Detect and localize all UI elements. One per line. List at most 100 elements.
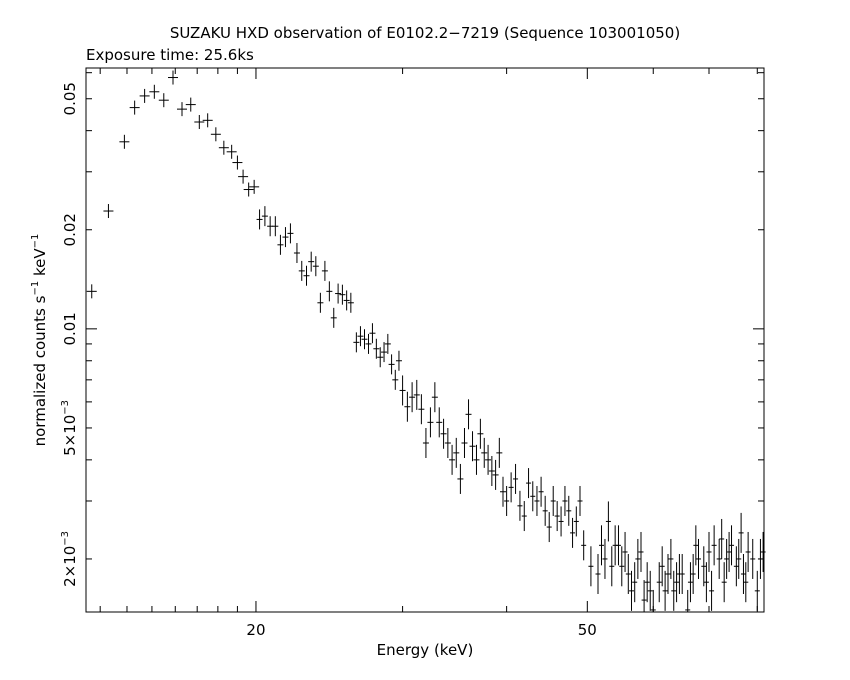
data-point (282, 227, 289, 248)
data-point (650, 589, 656, 612)
data-point (168, 70, 179, 85)
data-point (674, 562, 680, 603)
data-point (457, 463, 464, 494)
data-point (726, 531, 732, 572)
data-point (444, 428, 451, 459)
data-point (440, 418, 447, 449)
data-point (729, 525, 735, 566)
data-point (662, 570, 668, 611)
data-point (609, 546, 615, 587)
data-point (413, 379, 420, 410)
data-point (679, 554, 685, 595)
data-point (321, 260, 328, 281)
data-point (317, 292, 324, 313)
data-point (232, 155, 243, 170)
data-point (671, 570, 677, 611)
data-point (635, 538, 641, 579)
data-point (473, 444, 480, 475)
data-point (693, 525, 699, 566)
data-point (427, 407, 434, 438)
x-axis-label: Energy (keV) (377, 641, 474, 659)
data-point (249, 179, 260, 194)
y-tick-label: 5×10−3 (60, 400, 79, 456)
data-point (599, 525, 605, 566)
data-point (465, 399, 472, 430)
data-point (554, 501, 560, 532)
data-point (238, 169, 249, 184)
data-point (521, 501, 527, 532)
data-point (409, 382, 416, 413)
data-point (326, 281, 333, 302)
y-axis-label-pre: normalized counts s (31, 295, 49, 446)
data-point (210, 127, 221, 142)
y-tick-label: 0.05 (61, 82, 79, 115)
data-point (659, 546, 665, 587)
data-point (194, 114, 205, 129)
data-point (711, 525, 717, 566)
y-tick-label-base: 5×10 (61, 415, 79, 456)
data-point (745, 531, 751, 572)
y-tick-label: 2×10−3 (60, 531, 79, 587)
data-point (272, 216, 279, 237)
data-point (422, 428, 429, 459)
data-point (312, 256, 319, 277)
data-point (581, 530, 587, 561)
data-point (605, 501, 611, 542)
data-point (404, 391, 411, 422)
data-point (647, 570, 653, 611)
y-tick-label-base: 2×10 (61, 546, 79, 587)
data-point (622, 531, 628, 572)
data-point (392, 369, 399, 390)
data-point (488, 455, 495, 486)
y-axis-label-mid: keV (31, 248, 49, 281)
data-point (243, 182, 254, 197)
data-point (508, 472, 514, 503)
data-point (119, 134, 130, 149)
data-point (743, 562, 749, 603)
data-point (595, 554, 601, 595)
data-point (261, 206, 268, 227)
data-point (754, 570, 760, 611)
data-point (308, 251, 315, 272)
data-point (139, 88, 150, 103)
data-point (615, 525, 621, 566)
data-point (703, 562, 709, 603)
data-point (481, 437, 488, 468)
data-point (641, 580, 647, 612)
data-point (226, 144, 237, 159)
data-point (399, 375, 406, 406)
data-point (632, 562, 638, 603)
y-axis-label-sup2: −1 (30, 234, 41, 249)
y-tick-label: 0.01 (61, 312, 79, 345)
data-point (218, 140, 229, 155)
data-point (149, 84, 160, 99)
data-point (687, 562, 693, 603)
x-tick-label: 50 (578, 621, 597, 639)
x-tick-label: 20 (246, 621, 265, 639)
data-point (303, 265, 310, 286)
data-point (534, 485, 540, 516)
data-point (129, 100, 140, 115)
data-point (267, 216, 274, 237)
data-point (477, 418, 484, 449)
data-point (86, 284, 97, 299)
data-point (706, 531, 712, 572)
data-point (499, 476, 506, 507)
data-point (377, 347, 384, 368)
data-point (656, 562, 662, 603)
data-point (721, 562, 727, 603)
data-point (538, 476, 544, 507)
data-point (625, 554, 631, 595)
data-point (736, 538, 742, 579)
data-point (504, 485, 510, 516)
data-point (388, 354, 395, 375)
data-point (339, 284, 346, 305)
data-point (701, 546, 707, 587)
data-point (381, 342, 388, 363)
chart-subtitle: Exposure time: 25.6ks (86, 46, 254, 64)
data-point (719, 518, 725, 559)
data-point (602, 538, 608, 579)
data-point (277, 234, 284, 255)
data-point (357, 326, 364, 347)
